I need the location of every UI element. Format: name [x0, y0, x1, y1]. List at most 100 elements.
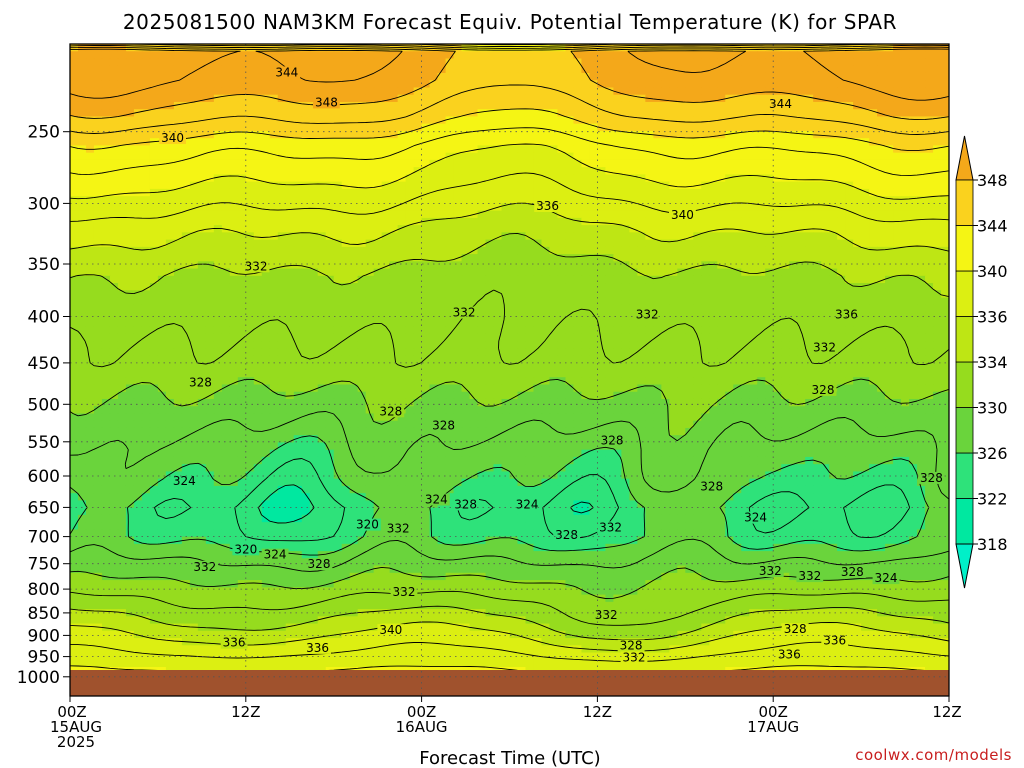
contour-label-bg — [159, 132, 186, 144]
y-tick-label: 500 — [28, 395, 60, 415]
contour-label: 332 — [599, 521, 622, 535]
contour-label: 324 — [875, 571, 898, 585]
contour-label-bg — [796, 570, 824, 583]
contour-line-334 — [70, 232, 949, 641]
contour-label-bg — [669, 209, 696, 221]
contour-label: 332 — [595, 608, 618, 622]
colorbar-segment — [955, 407, 974, 454]
contour-label: 328 — [308, 557, 331, 571]
x-axis-title: Forecast Time (UTC) — [419, 748, 600, 768]
contour-label: 344 — [275, 65, 298, 79]
contour-label: 324 — [264, 548, 287, 562]
contour-label: 320 — [356, 518, 379, 532]
colorbar-label: 334 — [977, 353, 1008, 372]
y-tick-label: 950 — [28, 648, 60, 668]
x-tick-label: 12Z — [231, 703, 260, 721]
contour-label-bg — [598, 434, 626, 447]
contour-line-338 — [70, 172, 949, 662]
contour-label: 332 — [798, 569, 821, 583]
contour-label-bg — [313, 96, 340, 109]
contour-label: 336 — [536, 199, 559, 213]
contour-line-346 — [70, 44, 949, 135]
contour-label: 332 — [245, 259, 268, 273]
contour-label: 328 — [601, 433, 624, 447]
contour-label-bg — [767, 98, 794, 110]
contour-line-328 — [70, 411, 949, 572]
contour-label: 340 — [161, 131, 184, 145]
contour-label-bg — [384, 522, 412, 535]
contour-label: 336 — [223, 636, 246, 650]
contour-label: 328 — [379, 404, 402, 418]
contour-line-324 — [153, 458, 911, 542]
contour-label-bg — [232, 543, 260, 556]
contour-line-348 — [70, 46, 949, 121]
y-tick-label: 800 — [28, 580, 60, 600]
contour-label: 328 — [555, 528, 578, 542]
contour-label: 324 — [516, 497, 539, 511]
y-tick-label: 900 — [28, 626, 60, 646]
contour-label-bg — [742, 511, 769, 524]
contour-label-bg — [838, 566, 866, 578]
contour-label: 332 — [623, 651, 646, 665]
y-tick-label: 400 — [28, 308, 60, 328]
chart-title: 2025081500 NAM3KM Forecast Equiv. Potent… — [123, 10, 897, 34]
x-tick-label: 16AUG — [396, 718, 448, 736]
colorbar-over-arrow — [955, 135, 974, 181]
colorbar: 318 322 326 330 334 336 340 344 348 — [955, 135, 1008, 589]
x-tick-label: 00Z — [57, 703, 86, 721]
contour-label: 336 — [835, 308, 858, 322]
contour-label: 340 — [671, 208, 694, 222]
y-tick-label: 350 — [28, 255, 60, 275]
colorbar-label: 322 — [977, 490, 1008, 509]
contour-label-bg — [833, 308, 860, 321]
x-tick-label: 12Z — [932, 703, 961, 721]
contour-label-bg — [597, 521, 624, 534]
contour-label-bg — [781, 623, 809, 636]
contour-label-bg — [809, 383, 837, 396]
contour-label: 328 — [700, 479, 723, 493]
gridlines — [69, 44, 950, 696]
colorbar-segment — [955, 361, 974, 408]
contour-label-bg — [430, 419, 457, 432]
contour-label: 344 — [769, 97, 792, 111]
contour-label: 320 — [234, 542, 257, 556]
contour-label: 328 — [454, 497, 477, 511]
contour-label-bg — [242, 260, 270, 273]
x-tick-label: 2025 — [57, 733, 95, 751]
contour-label-bg — [377, 405, 405, 418]
contour-label: 340 — [379, 623, 402, 637]
contour-label-bg — [191, 560, 219, 573]
contour-label: 328 — [432, 419, 455, 433]
y-tick-label: 750 — [28, 555, 60, 575]
contour-label: 336 — [778, 648, 801, 662]
colorbar-segment — [955, 270, 974, 317]
colorbar-segment — [955, 498, 974, 545]
contour-label: 328 — [841, 565, 864, 579]
colorbar-label: 348 — [977, 171, 1008, 190]
contour-label-bg — [592, 608, 620, 621]
contour-label-bg — [617, 639, 645, 652]
contour-label-bg — [422, 493, 450, 506]
contour-line-326 — [70, 435, 930, 556]
contour-label: 332 — [387, 522, 410, 536]
contour-label-bg — [170, 475, 198, 488]
colorbar-label: 344 — [977, 217, 1008, 236]
contour-label-bg — [821, 634, 849, 647]
contour-label: 324 — [744, 511, 767, 525]
contour-label: 332 — [759, 564, 782, 578]
contour-label: 324 — [173, 474, 196, 488]
terrain-ground — [70, 670, 949, 696]
contour-label-bg — [304, 641, 331, 654]
contour-label-bg — [553, 528, 580, 541]
contour-label-bg — [633, 308, 661, 321]
x-tick-label: 15AUG — [50, 718, 102, 736]
contour-line-350 — [70, 48, 949, 101]
contour-label-bg — [872, 572, 900, 585]
contour-label-bg — [354, 518, 381, 531]
contour-label-bg — [390, 586, 418, 598]
colorbar-label: 336 — [977, 308, 1008, 327]
contour-label-bg — [220, 636, 248, 649]
contour-label: 332 — [813, 341, 836, 355]
